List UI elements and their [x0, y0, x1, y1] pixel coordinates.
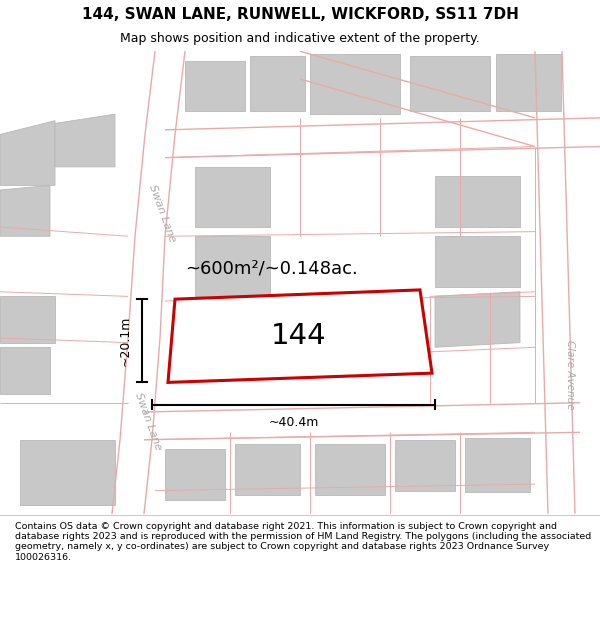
Text: Contains OS data © Crown copyright and database right 2021. This information is : Contains OS data © Crown copyright and d…	[15, 521, 591, 562]
Polygon shape	[0, 296, 55, 343]
Text: Swan Lane: Swan Lane	[147, 183, 177, 243]
Polygon shape	[0, 121, 55, 186]
Polygon shape	[0, 186, 50, 236]
Bar	[435, 176, 520, 227]
Bar	[250, 56, 305, 111]
Bar	[465, 438, 530, 491]
Text: 144, SWAN LANE, RUNWELL, WICKFORD, SS11 7DH: 144, SWAN LANE, RUNWELL, WICKFORD, SS11 …	[82, 7, 518, 22]
Bar	[165, 449, 225, 500]
Bar	[315, 444, 385, 495]
Polygon shape	[168, 290, 432, 382]
Bar	[195, 167, 270, 227]
Bar	[395, 440, 455, 491]
Text: ~20.1m: ~20.1m	[119, 316, 132, 366]
Polygon shape	[435, 292, 520, 348]
Bar	[410, 56, 490, 111]
Bar	[185, 61, 245, 111]
Bar	[310, 54, 400, 114]
Text: Map shows position and indicative extent of the property.: Map shows position and indicative extent…	[120, 32, 480, 45]
Bar	[235, 444, 300, 495]
Bar	[435, 236, 520, 287]
Text: ~40.4m: ~40.4m	[268, 416, 319, 429]
Text: Swan Lane: Swan Lane	[133, 391, 163, 451]
Polygon shape	[0, 348, 50, 394]
Text: ~600m²/~0.148ac.: ~600m²/~0.148ac.	[185, 259, 358, 278]
Bar	[20, 440, 115, 504]
Bar	[195, 236, 270, 296]
Bar	[496, 54, 561, 111]
Text: Clare Avenue: Clare Avenue	[565, 340, 575, 410]
Text: 144: 144	[271, 322, 326, 350]
Polygon shape	[55, 114, 115, 167]
